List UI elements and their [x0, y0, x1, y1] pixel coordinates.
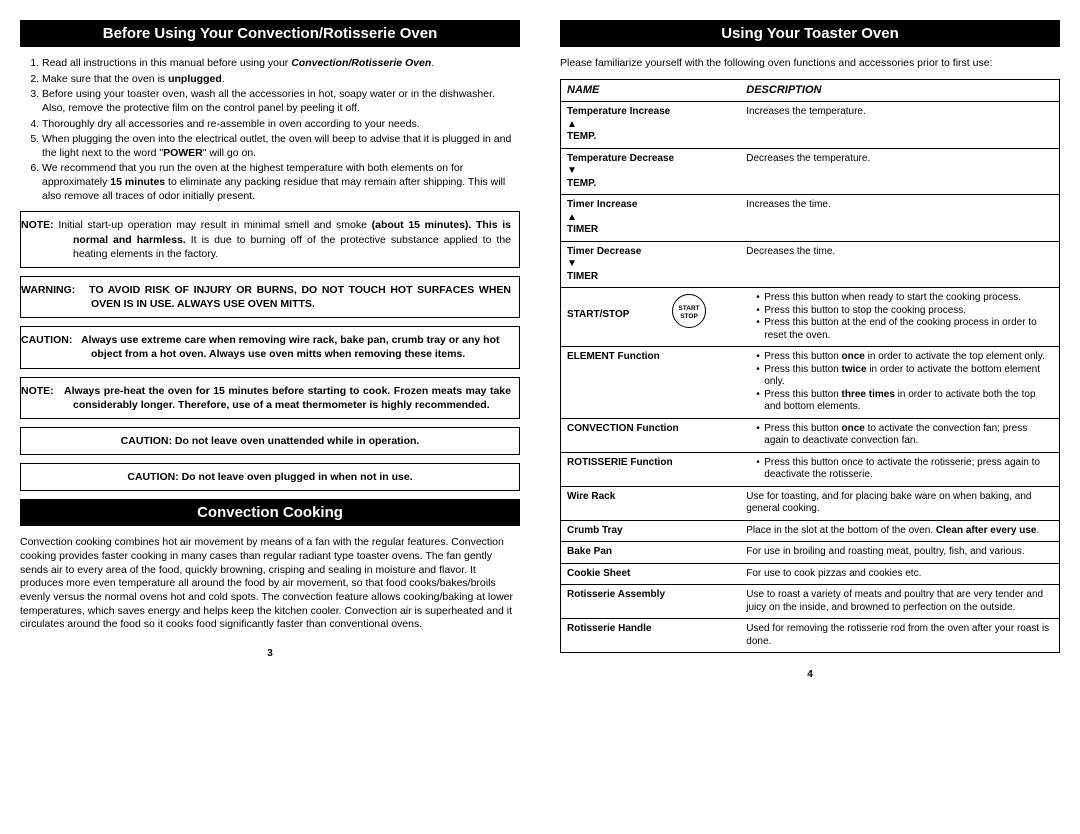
down-arrow-icon: ▼	[567, 258, 734, 271]
func-name: Timer Decrease▼TIMER	[561, 242, 740, 288]
caution-unplugged: CAUTION: Do not leave oven plugged in wh…	[20, 463, 520, 491]
table-row: Bake Pan For use in broiling and roastin…	[561, 542, 1059, 564]
table-row: Temperature Increase▲TEMP. Increases the…	[561, 102, 1059, 149]
functions-table: NAME DESCRIPTION Temperature Increase▲TE…	[560, 79, 1060, 654]
func-name: Cookie Sheet	[561, 564, 740, 585]
section-header-before-using: Before Using Your Convection/Rotisserie …	[20, 20, 520, 47]
func-desc: Decreases the temperature.	[740, 149, 1059, 195]
func-name: Timer Increase▲TIMER	[561, 195, 740, 241]
start-stop-icon: STARTSTOP	[672, 294, 706, 328]
convection-body: Convection cooking combines hot air move…	[20, 536, 520, 631]
table-row: Cookie Sheet For use to cook pizzas and …	[561, 564, 1059, 586]
func-name: Bake Pan	[561, 542, 740, 563]
func-name: START/STOP STARTSTOP	[561, 288, 740, 346]
up-arrow-icon: ▲	[567, 119, 734, 132]
up-arrow-icon: ▲	[567, 212, 734, 225]
instruction-item: We recommend that you run the oven at th…	[42, 162, 520, 203]
table-row: Timer Decrease▼TIMER Decreases the time.	[561, 242, 1059, 289]
table-row: ELEMENT Function Press this button once …	[561, 347, 1059, 419]
column-header-description: DESCRIPTION	[740, 80, 1059, 102]
func-desc: Press this button when ready to start th…	[740, 288, 1059, 346]
left-page: Before Using Your Convection/Rotisserie …	[20, 20, 520, 680]
page-number-right: 4	[560, 669, 1060, 680]
instruction-item: Read all instructions in this manual bef…	[42, 57, 520, 71]
down-arrow-icon: ▼	[567, 165, 734, 178]
func-desc: Press this button once to activate the c…	[740, 419, 1059, 452]
func-desc: Decreases the time.	[740, 242, 1059, 288]
section-header-convection: Convection Cooking	[20, 499, 520, 526]
func-desc: Use for toasting, and for placing bake w…	[740, 487, 1059, 520]
instruction-item: Make sure that the oven is unplugged.	[42, 73, 520, 87]
func-desc: Used for removing the rotisserie rod fro…	[740, 619, 1059, 652]
section-header-using: Using Your Toaster Oven	[560, 20, 1060, 47]
instruction-item: Thoroughly dry all accessories and re-as…	[42, 118, 520, 132]
func-desc: Increases the time.	[740, 195, 1059, 241]
func-name: Wire Rack	[561, 487, 740, 520]
func-name: Temperature Decrease▼TEMP.	[561, 149, 740, 195]
two-page-spread: Before Using Your Convection/Rotisserie …	[20, 20, 1060, 680]
table-row: Crumb Tray Place in the slot at the bott…	[561, 521, 1059, 543]
func-desc: Press this button once in order to activ…	[740, 347, 1059, 418]
func-desc: Use to roast a variety of meats and poul…	[740, 585, 1059, 618]
func-desc: For use in broiling and roasting meat, p…	[740, 542, 1059, 563]
func-name: Rotisserie Handle	[561, 619, 740, 652]
warning-box: WARNING: TO AVOID RISK OF INJURY OR BURN…	[20, 276, 520, 318]
func-name: ROTISSERIE Function	[561, 453, 740, 486]
table-row: START/STOP STARTSTOP Press this button w…	[561, 288, 1059, 347]
func-name: Crumb Tray	[561, 521, 740, 542]
func-desc: Place in the slot at the bottom of the o…	[740, 521, 1059, 542]
instruction-item: When plugging the oven into the electric…	[42, 133, 520, 160]
func-name: CONVECTION Function	[561, 419, 740, 452]
func-desc: Increases the temperature.	[740, 102, 1059, 148]
column-header-name: NAME	[561, 80, 740, 102]
table-row: Wire Rack Use for toasting, and for plac…	[561, 487, 1059, 521]
caution-box-hot: CAUTION: Always use extreme care when re…	[20, 326, 520, 368]
func-desc: Press this button once to activate the r…	[740, 453, 1059, 486]
instruction-item: Before using your toaster oven, wash all…	[42, 88, 520, 115]
table-header-row: NAME DESCRIPTION	[561, 80, 1059, 103]
note-box-preheat: NOTE: Always pre-heat the oven for 15 mi…	[20, 377, 520, 419]
table-row: Rotisserie Handle Used for removing the …	[561, 619, 1059, 652]
table-row: ROTISSERIE Function Press this button on…	[561, 453, 1059, 487]
table-row: CONVECTION Function Press this button on…	[561, 419, 1059, 453]
note-box-startup: NOTE: Initial start-up operation may res…	[20, 211, 520, 268]
func-name: ELEMENT Function	[561, 347, 740, 418]
caution-unattended: CAUTION: Do not leave oven unattended wh…	[20, 427, 520, 455]
func-desc: For use to cook pizzas and cookies etc.	[740, 564, 1059, 585]
instructions-list: Read all instructions in this manual bef…	[20, 57, 520, 203]
table-row: Temperature Decrease▼TEMP. Decreases the…	[561, 149, 1059, 196]
intro-text: Please familiarize yourself with the fol…	[560, 57, 1060, 71]
table-row: Rotisserie Assembly Use to roast a varie…	[561, 585, 1059, 619]
page-number-left: 3	[20, 648, 520, 659]
table-row: Timer Increase▲TIMER Increases the time.	[561, 195, 1059, 242]
right-page: Using Your Toaster Oven Please familiari…	[560, 20, 1060, 680]
func-name: Temperature Increase▲TEMP.	[561, 102, 740, 148]
func-name: Rotisserie Assembly	[561, 585, 740, 618]
